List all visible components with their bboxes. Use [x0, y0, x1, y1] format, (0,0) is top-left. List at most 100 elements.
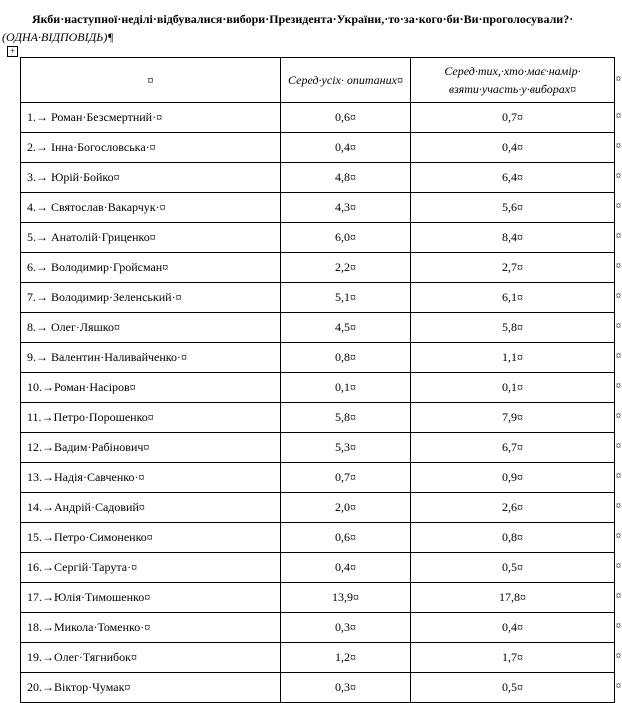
value-cell: 5,8¤: [410, 312, 615, 343]
table-row: 18.→Микола·Томенко·¤ 0,3¤ 0,4¤: [20, 612, 615, 643]
candidate-cell: 17.→Юлія·Тимошенко¤: [20, 582, 281, 613]
value-cell: 0,1¤: [410, 372, 615, 403]
row-end-mark: ¤: [616, 441, 621, 452]
candidate-cell: 18.→Микола·Томенко·¤: [20, 612, 281, 643]
value-cell: 13,9¤: [280, 582, 411, 613]
row-end-mark: ¤: [616, 471, 621, 482]
candidate-cell: 15.→Петро·Симоненко¤: [20, 522, 281, 553]
value-cell: 6,1¤: [410, 282, 615, 313]
value-cell: 0,5¤: [410, 552, 615, 583]
value-cell: 0,4¤: [280, 552, 411, 583]
title: Якби·наступної·неділі·відбувалися·вибори…: [32, 12, 574, 26]
row-end-mark: ¤: [616, 73, 621, 85]
value-cell: 0,4¤: [410, 132, 615, 163]
candidate-cell: 8.→ Олег·Ляшко¤: [20, 312, 281, 343]
value-cell: 0,8¤: [280, 342, 411, 373]
row-end-mark: ¤: [616, 291, 621, 302]
value-cell: 0,4¤: [410, 612, 615, 643]
value-cell: 0,9¤: [410, 462, 615, 493]
value-cell: 0,8¤: [410, 522, 615, 553]
table-row: 4.→ Святослав·Вакарчук·¤ 4,3¤ 5,6¤: [20, 192, 615, 223]
value-cell: 6,0¤: [280, 222, 411, 253]
candidate-cell: 11.→Петро·Порошенко¤: [20, 402, 281, 433]
value-cell: 6,7¤: [410, 432, 615, 463]
header-cell: Серед·усіх· опитаних¤: [280, 57, 411, 103]
value-cell: 0,6¤: [280, 522, 411, 553]
value-cell: 0,7¤: [410, 102, 615, 133]
candidate-cell: 7.→ Володимир·Зеленський·¤: [20, 282, 281, 313]
candidate-cell: 13.→Надія·Савченко·¤: [20, 462, 281, 493]
candidate-cell: 20.→Віктор·Чумак¤: [20, 672, 281, 703]
results-table: ¤ Серед·усіх· опитаних¤ Серед·тих,·хто·м…: [20, 57, 615, 703]
table-row: 20.→Віктор·Чумак¤ 0,3¤ 0,5¤: [20, 672, 615, 703]
value-cell: 0,5¤: [410, 672, 615, 703]
table-row: 1.→ Роман·Безсмертний·¤ 0,6¤ 0,7¤: [20, 102, 615, 133]
row-end-mark: ¤: [616, 261, 621, 272]
value-cell: 5,1¤: [280, 282, 411, 313]
table-row: 12.→Вадим·Рабінович¤ 5,3¤ 6,7¤: [20, 432, 615, 463]
candidate-cell: 5.→ Анатолій·Гриценко¤: [20, 222, 281, 253]
candidate-cell: 12.→Вадим·Рабінович¤: [20, 432, 281, 463]
value-cell: 1,2¤: [280, 642, 411, 673]
value-cell: 8,4¤: [410, 222, 615, 253]
table-row: 6.→ Володимир·Гройсман¤ 2,2¤ 2,7¤: [20, 252, 615, 283]
value-cell: 2,6¤: [410, 492, 615, 523]
value-cell: 0,6¤: [280, 102, 411, 133]
row-end-mark: ¤: [616, 651, 621, 662]
row-end-mark: ¤: [616, 321, 621, 332]
value-cell: 6,4¤: [410, 162, 615, 193]
row-end-mark: ¤: [616, 621, 621, 632]
value-cell: 0,4¤: [280, 132, 411, 163]
row-end-mark: ¤: [616, 351, 621, 362]
row-end-mark: ¤: [616, 591, 621, 602]
table-row: 7.→ Володимир·Зеленський·¤ 5,1¤ 6,1¤: [20, 282, 615, 313]
candidate-cell: 6.→ Володимир·Гройсман¤: [20, 252, 281, 283]
value-cell: 5,6¤: [410, 192, 615, 223]
candidate-cell: 16.→Сергій·Тарута·¤: [20, 552, 281, 583]
table-row: 14.→Андрій·Садовий¤ 2,0¤ 2,6¤: [20, 492, 615, 523]
candidate-cell: 2.→ Інна·Богословська·¤: [20, 132, 281, 163]
candidate-cell: 3.→ Юрій·Бойко¤: [20, 162, 281, 193]
table-row: 16.→Сергій·Тарута·¤ 0,4¤ 0,5¤: [20, 552, 615, 583]
table-row: 8.→ Олег·Ляшко¤ 4,5¤ 5,8¤: [20, 312, 615, 343]
row-end-mark: ¤: [616, 231, 621, 242]
candidate-cell: 14.→Андрій·Садовий¤: [20, 492, 281, 523]
header-row: ¤ Серед·усіх· опитаних¤ Серед·тих,·хто·м…: [20, 57, 615, 103]
value-cell: 4,5¤: [280, 312, 411, 343]
table-move-handle[interactable]: +: [7, 46, 18, 57]
candidate-cell: 19.→Олег·Тягнибок¤: [20, 642, 281, 673]
value-cell: 1,1¤: [410, 342, 615, 373]
value-cell: 1,7¤: [410, 642, 615, 673]
row-end-mark: ¤: [616, 141, 621, 152]
candidate-cell: 9.→ Валентин·Наливайченко·¤: [20, 342, 281, 373]
row-end-mark: ¤: [616, 381, 621, 392]
value-cell: 0,1¤: [280, 372, 411, 403]
row-end-mark: ¤: [616, 531, 621, 542]
value-cell: 5,3¤: [280, 432, 411, 463]
table-row: 13.→Надія·Савченко·¤ 0,7¤ 0,9¤: [20, 462, 615, 493]
value-cell: 17,8¤: [410, 582, 615, 613]
value-cell: 2,7¤: [410, 252, 615, 283]
value-cell: 4,8¤: [280, 162, 411, 193]
value-cell: 7,9¤: [410, 402, 615, 433]
table-row: 10.→Роман·Насіров¤ 0,1¤ 0,1¤: [20, 372, 615, 403]
row-end-mark: ¤: [616, 501, 621, 512]
row-end-mark: ¤: [616, 561, 621, 572]
table-row: 11.→Петро·Порошенко¤ 5,8¤ 7,9¤: [20, 402, 615, 433]
note: (ОДНА·ВІДПОВІДЬ)¶: [2, 30, 114, 44]
value-cell: 0,3¤: [280, 612, 411, 643]
candidate-cell: 4.→ Святослав·Вакарчук·¤: [20, 192, 281, 223]
table-row: 5.→ Анатолій·Гриценко¤ 6,0¤ 8,4¤: [20, 222, 615, 253]
row-end-mark: ¤: [616, 411, 621, 422]
candidate-cell: 1.→ Роман·Безсмертний·¤: [20, 102, 281, 133]
value-cell: 5,8¤: [280, 402, 411, 433]
table-row: 9.→ Валентин·Наливайченко·¤ 0,8¤ 1,1¤: [20, 342, 615, 373]
header-cell: Серед·тих,·хто·має·намір· взяти·участь·у…: [410, 57, 615, 103]
table-row: 15.→Петро·Симоненко¤ 0,6¤ 0,8¤: [20, 522, 615, 553]
table-row: 3.→ Юрій·Бойко¤ 4,8¤ 6,4¤: [20, 162, 615, 193]
row-end-mark: ¤: [616, 681, 621, 692]
value-cell: 0,3¤: [280, 672, 411, 703]
value-cell: 4,3¤: [280, 192, 411, 223]
value-cell: 2,0¤: [280, 492, 411, 523]
